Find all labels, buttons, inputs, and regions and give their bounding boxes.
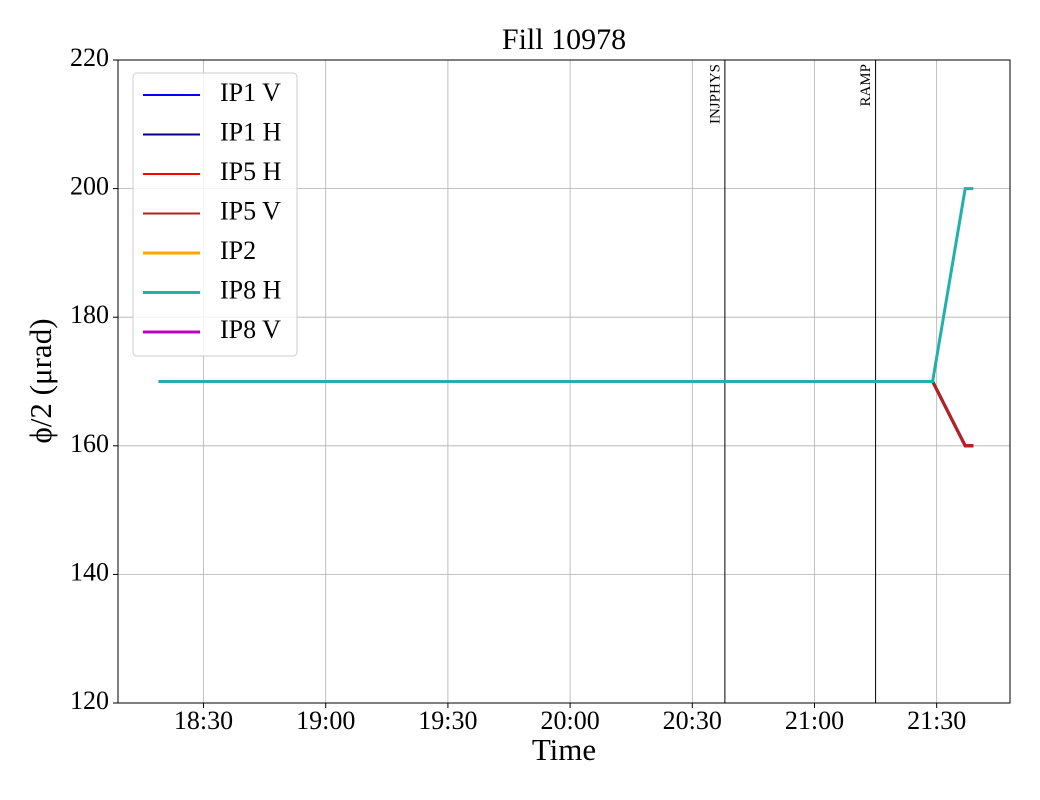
series-line [158, 187, 974, 383]
y-tick-label: 120 [70, 686, 109, 715]
marker-label: INJPHYS [707, 64, 723, 124]
y-tick-label: 140 [70, 557, 109, 586]
x-tick-label: 19:00 [296, 706, 355, 735]
legend-label: IP8 V [220, 315, 281, 344]
y-tick-label: 220 [70, 43, 109, 72]
legend-label: IP1 H [220, 117, 282, 146]
y-axis-label: ϕ/2 (μrad) [23, 318, 58, 443]
series-line [158, 380, 974, 448]
x-tick-label: 20:00 [540, 706, 599, 735]
chart-title: Fill 10978 [502, 23, 626, 56]
legend-label: IP5 V [220, 196, 281, 225]
y-tick-label: 180 [70, 300, 109, 329]
y-tick-label: 200 [70, 172, 109, 201]
x-tick-label: 19:30 [418, 706, 477, 735]
plot-frame [117, 59, 1011, 704]
legend-label: IP1 V [220, 78, 281, 107]
y-tick-label: 160 [70, 429, 109, 458]
x-tick-label: 21:00 [785, 706, 844, 735]
legend-label: IP8 H [220, 275, 282, 304]
legend-label: IP5 H [220, 157, 282, 186]
x-tick-label: 18:30 [174, 706, 233, 735]
legend-box [132, 72, 298, 357]
x-axis-label: Time [532, 732, 596, 767]
marker-label: RAMP [858, 64, 874, 107]
x-tick-label: 21:30 [907, 706, 966, 735]
legend-label: IP2 [220, 236, 256, 265]
series-line [158, 380, 974, 448]
series-line [158, 380, 974, 448]
x-tick-label: 20:30 [663, 706, 722, 735]
series-line [158, 380, 974, 448]
